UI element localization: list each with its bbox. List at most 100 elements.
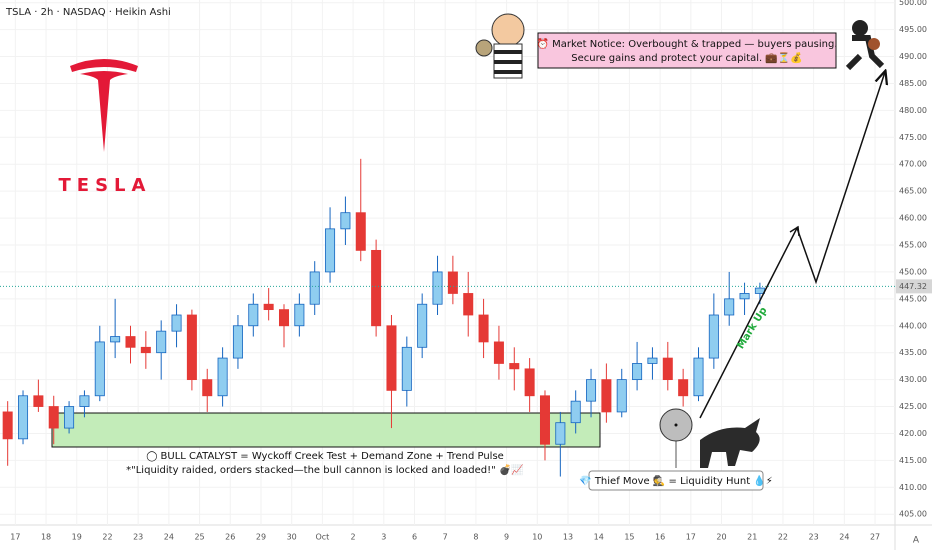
candle-body: [616, 379, 627, 413]
y-tick-label: 480.00: [899, 106, 927, 115]
candle-body: [555, 422, 566, 445]
candle-body: [463, 293, 474, 316]
candle-body: [662, 357, 673, 381]
y-tick-label: 460.00: [899, 214, 927, 223]
x-tick-label: 21: [747, 533, 757, 542]
y-tick-label: 465.00: [899, 187, 927, 196]
candle-body: [708, 314, 719, 359]
y-tick-label: 415.00: [899, 456, 927, 465]
candle-body: [248, 303, 259, 327]
x-tick-label: 15: [624, 533, 634, 542]
candle-body: [371, 249, 382, 327]
y-tick-label: 455.00: [899, 241, 927, 250]
x-tick-label: 22: [102, 533, 112, 542]
y-tick-label: 410.00: [899, 483, 927, 492]
candle-body: [509, 363, 520, 370]
x-tick-label: Oct: [315, 533, 329, 542]
y-tick-label: 435.00: [899, 348, 927, 357]
candle-body: [570, 400, 581, 424]
y-tick-label: 425.00: [899, 402, 927, 411]
candle-body: [125, 336, 136, 348]
x-tick-label: 13: [563, 533, 573, 542]
y-tick-label: 445.00: [899, 294, 927, 303]
x-tick-label: 25: [194, 533, 204, 542]
candle-body: [447, 271, 458, 294]
candle-body: [294, 303, 305, 327]
y-tick-label: 420.00: [899, 429, 927, 438]
notice-line: ⏰ Market Notice: Overbought & trapped — …: [537, 37, 838, 50]
x-tick-label: 18: [41, 533, 51, 542]
arrow-head: [789, 225, 800, 237]
thief-note-box: [588, 470, 764, 491]
x-tick-label: 27: [870, 533, 880, 542]
brand-logo: [70, 59, 138, 152]
y-tick-label: 495.00: [899, 25, 927, 34]
x-tick-label: 17: [10, 533, 20, 542]
y-tick-label: 475.00: [899, 133, 927, 142]
candle-body: [693, 357, 704, 397]
x-tick-label: 24: [164, 533, 174, 542]
y-tick-label: 440.00: [899, 321, 927, 330]
last-price-label: 447.32: [899, 282, 927, 291]
notice-box: [537, 32, 837, 69]
robber-icon: [475, 13, 525, 79]
candle-body: [524, 368, 535, 397]
candle-body: [156, 330, 167, 354]
bull-icon: [700, 418, 760, 468]
candle-body: [432, 271, 443, 305]
forecast-arrow: [699, 72, 885, 419]
candle-body: [325, 228, 336, 273]
candle-body: [140, 346, 151, 354]
catalyst-note: ◯ BULL CATALYST = Wyckoff Creek Test + D…: [146, 451, 504, 462]
y-tick-label: 430.00: [899, 375, 927, 384]
x-tick-label: 2: [351, 533, 356, 542]
thief-icon: [845, 20, 885, 71]
x-tick-label: 30: [287, 533, 297, 542]
y-tick-label: 405.00: [899, 510, 927, 519]
candle-body: [94, 341, 105, 397]
chart-title: TSLA · 2h · NASDAQ · Heikin Ashi: [5, 7, 171, 18]
candle-body: [33, 395, 44, 407]
axes: 405.00 410.00 415.00 420.00 425.00 430.00 435.…: [10, 0, 932, 542]
y-tick-label: 485.00: [899, 79, 927, 88]
candle-body: [48, 406, 59, 429]
scale-mode: A: [913, 536, 920, 546]
x-tick-label: 9: [504, 533, 509, 542]
candle-body: [263, 303, 274, 311]
x-tick-label: 24: [839, 533, 849, 542]
candle-body: [110, 336, 121, 343]
candle-body: [2, 411, 13, 440]
x-tick-label: 16: [655, 533, 665, 542]
candle-body: [586, 379, 597, 402]
x-tick-label: 20: [716, 533, 726, 542]
y-tick-label: 450.00: [899, 267, 927, 276]
x-tick-label: 22: [778, 533, 788, 542]
y-tick-label: 470.00: [899, 160, 927, 169]
candle-body: [340, 212, 351, 230]
candle-body: [232, 325, 243, 359]
candle-body: [632, 363, 643, 381]
thief-note: 💎 Thief Move 🕵 = Liquidity Hunt 💧⚡: [579, 474, 773, 487]
y-tick-label: 490.00: [899, 52, 927, 61]
candle-body: [278, 309, 290, 327]
candle-body: [202, 379, 213, 397]
candle-body: [724, 298, 735, 316]
x-tick-label: 17: [686, 533, 696, 542]
candle-body: [601, 379, 612, 413]
x-tick-label: 7: [443, 533, 448, 542]
candle-body: [493, 341, 504, 364]
y-tick-label: 500.00: [899, 0, 927, 7]
candle-body: [18, 395, 29, 440]
demand-zone: [51, 412, 601, 448]
x-tick-label: 3: [381, 533, 386, 542]
x-tick-label: 23: [133, 533, 143, 542]
candle-body: [217, 357, 228, 397]
candle-body: [386, 325, 397, 391]
candle-body: [678, 379, 689, 397]
last-price-tag: [896, 279, 932, 294]
candle-body: [171, 314, 182, 332]
notice-line: Secure gains and protect your capital. 💼…: [571, 51, 803, 64]
x-tick-label: 19: [72, 533, 82, 542]
